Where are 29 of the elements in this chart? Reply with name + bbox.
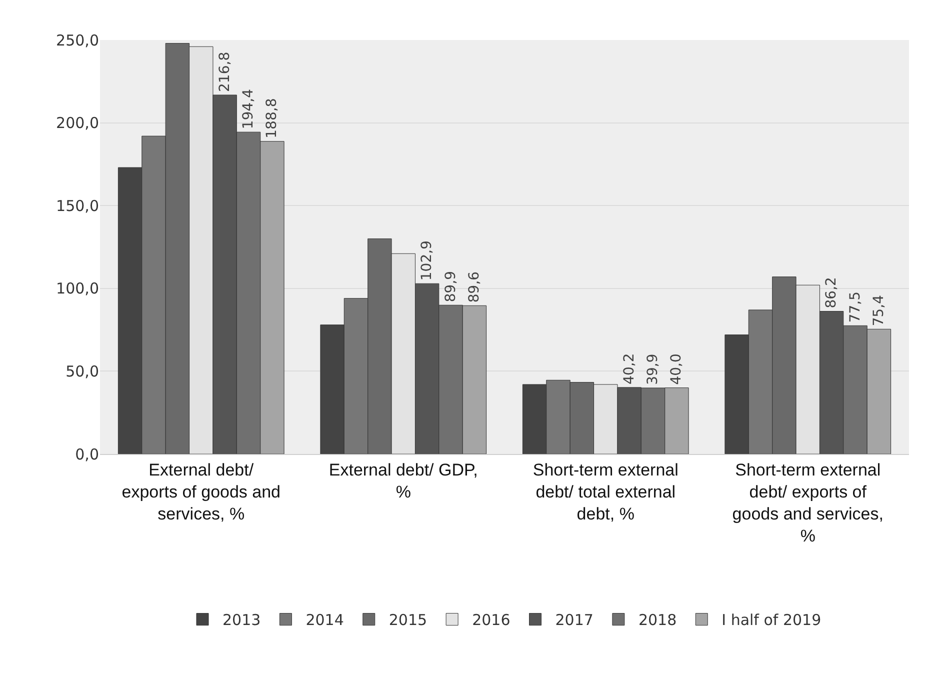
x-tick-label: External debt/ exports of goods and services, % [122, 460, 281, 524]
legend-label: 2014 [306, 611, 344, 630]
data-label: 86,2 [824, 277, 840, 308]
x-tick-label: External debt/ GDP, % [328, 460, 478, 502]
data-label: 40,0 [668, 354, 685, 385]
data-label: 194,4 [240, 88, 257, 130]
data-label: 188,8 [264, 98, 280, 138]
y-tick-label: 100,0 [56, 280, 99, 298]
x-tick-label: Short-term external debt/ total external debt, % [532, 460, 678, 524]
legend-label: 2015 [388, 611, 428, 630]
data-label: 39,9 [645, 354, 662, 385]
y-tick-label: 200,0 [56, 114, 99, 132]
y-tick-label: 0,0 [75, 445, 99, 464]
legend-label: 2017 [555, 611, 594, 630]
data-label: 89,9 [442, 270, 459, 302]
legend-label: 2013 [222, 611, 261, 630]
data-label: 89,6 [466, 271, 482, 303]
data-label: 216,8 [216, 52, 233, 92]
y-tick-label: 150,0 [56, 196, 99, 215]
x-tick-label: Short-term external debt/ exports of goods and services, % [732, 460, 884, 546]
legend-label: 2016 [472, 611, 510, 630]
y-tick-label: 50,0 [66, 362, 99, 380]
data-label: 77,5 [847, 291, 864, 323]
legend-label: 2018 [638, 611, 677, 630]
legend-label: I half of 2019 [722, 611, 822, 630]
data-label: 40,2 [621, 353, 638, 384]
data-label: 102,9 [419, 240, 436, 281]
data-label: 75,4 [870, 294, 887, 326]
y-tick-label: 250,0 [56, 31, 99, 50]
